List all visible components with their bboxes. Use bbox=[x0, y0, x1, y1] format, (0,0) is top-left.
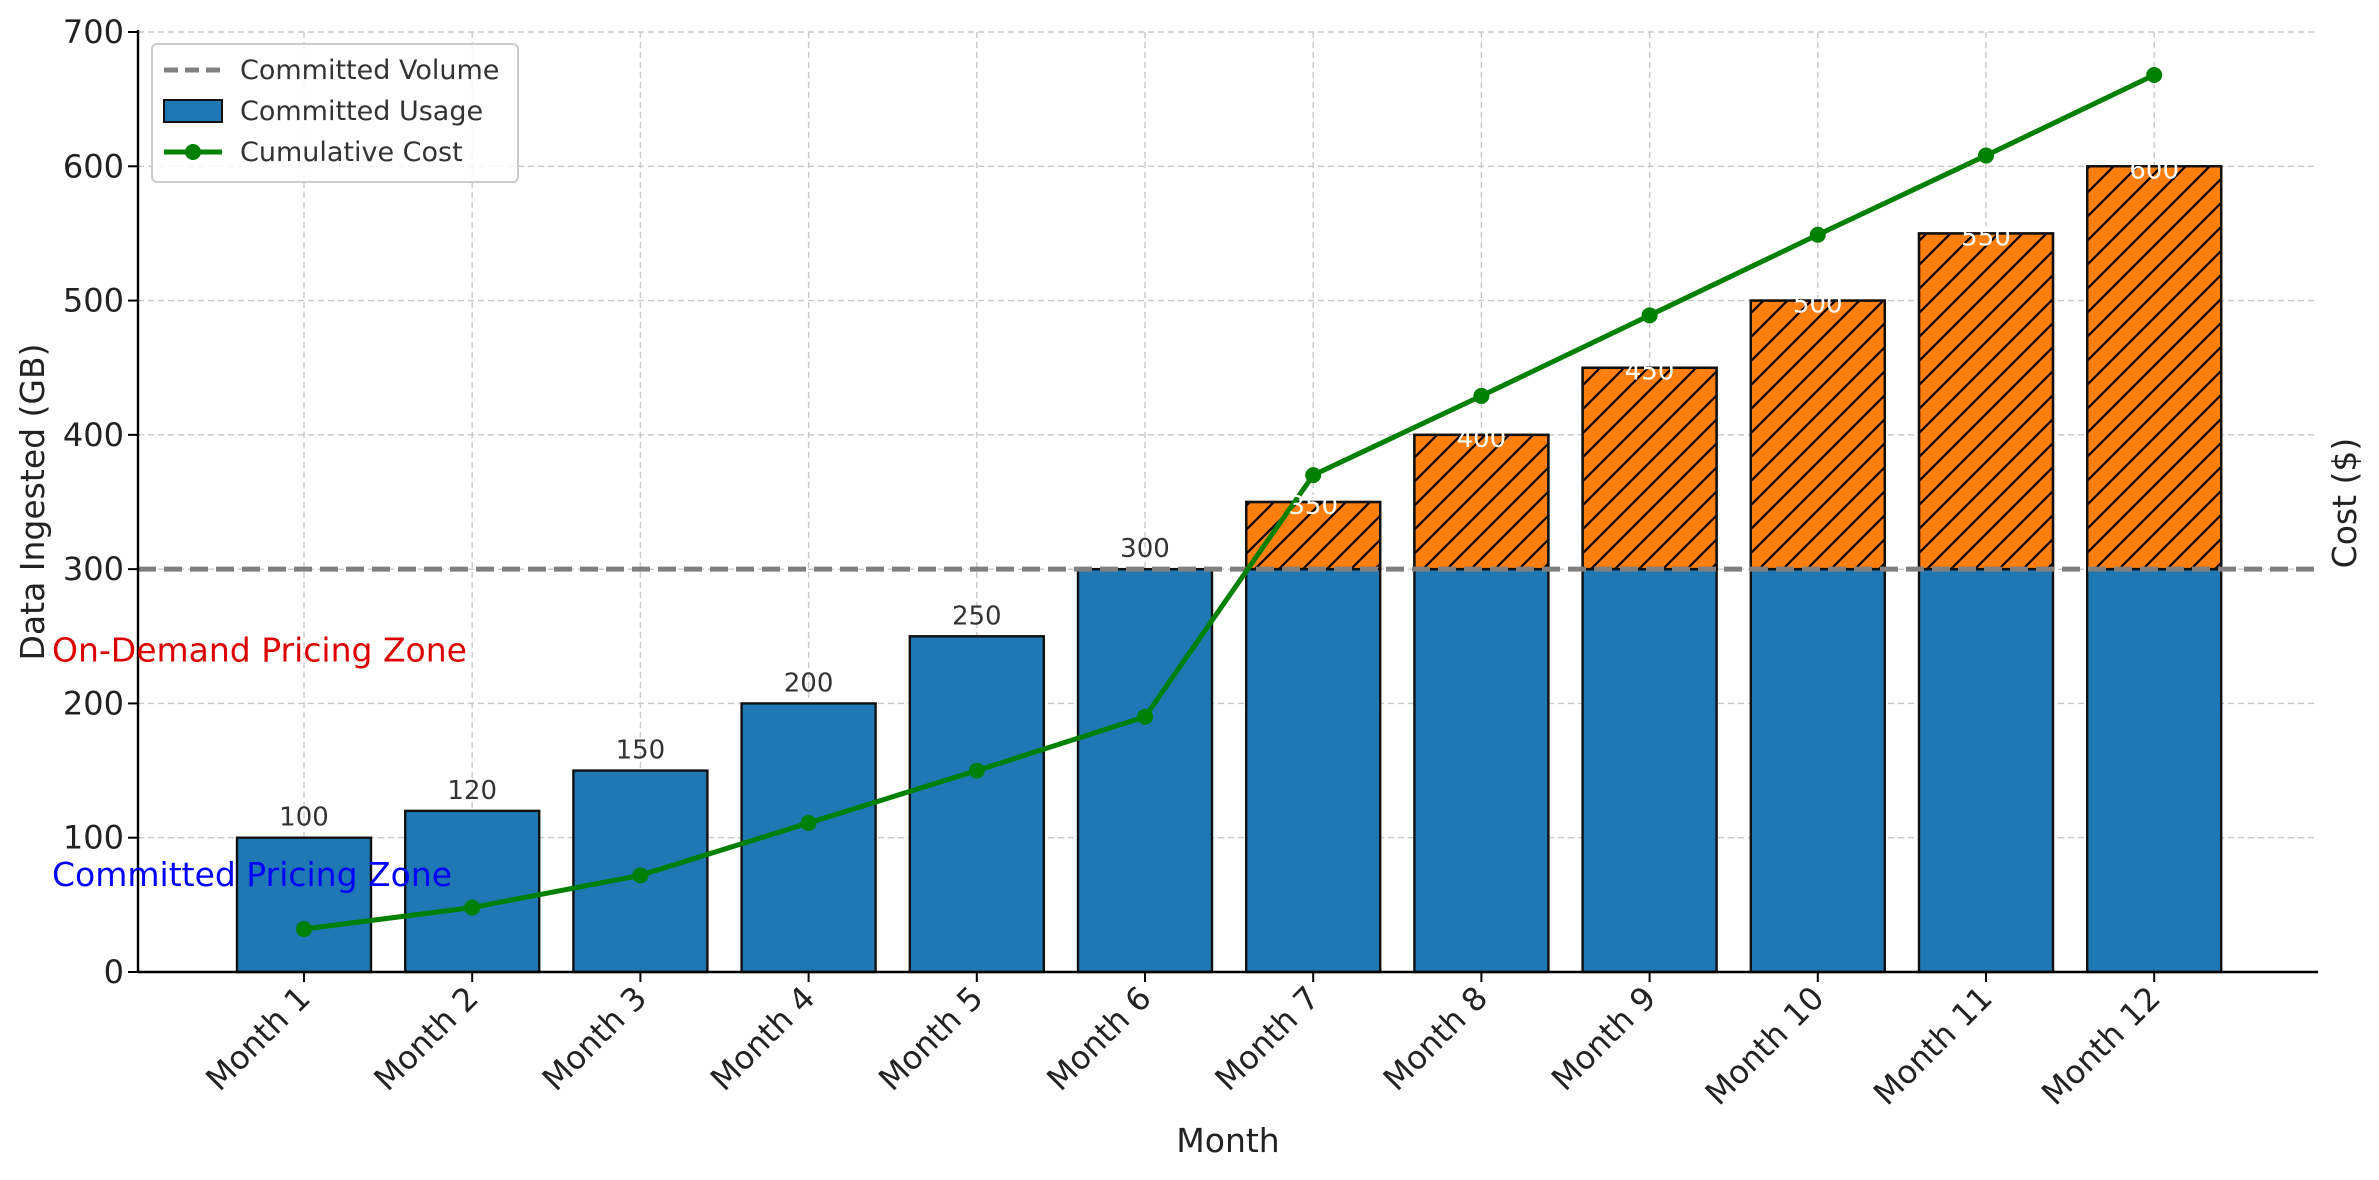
bar-value-label: 550 bbox=[1961, 222, 2011, 252]
bar-value-label: 250 bbox=[952, 601, 1002, 631]
bar-value-label: 100 bbox=[279, 803, 329, 833]
x-tick-label: Month 1 bbox=[198, 979, 317, 1098]
cumulative-cost-point bbox=[2146, 66, 2163, 83]
y-tick-label: 400 bbox=[63, 416, 124, 454]
bar-value-label: 400 bbox=[1457, 424, 1507, 454]
bar-value-label: 120 bbox=[447, 776, 497, 806]
committed-bar bbox=[1749, 567, 1887, 974]
zone-annotation: Committed Pricing Zone bbox=[52, 855, 452, 894]
legend-box bbox=[151, 43, 519, 183]
x-tick-label: Month 5 bbox=[871, 979, 990, 1098]
x-axis-title: Month bbox=[1176, 1121, 1279, 1160]
on-demand-bar-hatch bbox=[1581, 366, 1718, 571]
y-tick-label: 600 bbox=[63, 147, 124, 185]
bar-value-label: 450 bbox=[1625, 357, 1675, 387]
x-tick-label: Month 7 bbox=[1207, 979, 1326, 1098]
legend-swatch-committed-usage bbox=[163, 99, 223, 123]
x-tick-label: Month 8 bbox=[1376, 979, 1495, 1098]
legend-swatch-cumulative-cost-marker bbox=[185, 144, 201, 160]
cumulative-cost-point bbox=[968, 762, 985, 779]
committed-bar bbox=[908, 635, 1045, 974]
committed-bar bbox=[1581, 567, 1718, 974]
cumulative-cost-point bbox=[1809, 226, 1826, 243]
y-tick-label: 0 bbox=[104, 953, 124, 991]
legend-label: Committed Usage bbox=[240, 96, 483, 127]
cumulative-cost-line bbox=[303, 72, 2156, 932]
on-demand-bar-hatch bbox=[1749, 299, 1887, 571]
x-tick-label: Month 12 bbox=[2034, 979, 2168, 1113]
legend-label: Committed Volume bbox=[240, 55, 499, 86]
on-demand-bar-hatch bbox=[2085, 165, 2223, 571]
x-tick-label: Month 4 bbox=[703, 979, 822, 1098]
x-tick-label: Month 10 bbox=[1698, 979, 1832, 1113]
on-demand-bar-hatch bbox=[1413, 433, 1550, 571]
y-tick-label: 200 bbox=[63, 684, 124, 722]
bar-value-label: 300 bbox=[1120, 534, 1170, 564]
cumulative-cost-point bbox=[1641, 307, 1658, 324]
cumulative-cost-point bbox=[296, 921, 312, 938]
on-demand-bar-hatch bbox=[1917, 232, 2055, 571]
bar-value-label: 350 bbox=[1288, 491, 1338, 521]
x-tick-label: Month 11 bbox=[1866, 979, 2000, 1113]
y-tick-label: 700 bbox=[63, 13, 124, 51]
y-axis-title: Data Ingested (GB) bbox=[13, 343, 52, 660]
cumulative-cost-point bbox=[464, 899, 481, 916]
bar-value-label: 600 bbox=[2129, 155, 2179, 185]
cumulative-cost-series bbox=[296, 66, 2163, 938]
annotations: On-Demand Pricing Zone Committed Pricing … bbox=[52, 631, 467, 894]
legend: Committed Volume Committed Usage Cumulativ… bbox=[151, 43, 519, 183]
cumulative-cost-point bbox=[632, 867, 649, 884]
bar-value-label: 500 bbox=[1793, 290, 1843, 320]
committed-bar bbox=[1413, 567, 1550, 974]
cumulative-cost-point bbox=[800, 814, 817, 831]
legend-label: Cumulative Cost bbox=[240, 137, 463, 168]
y-tick-label: 100 bbox=[63, 819, 124, 857]
x-tick-label: Month 9 bbox=[1544, 979, 1663, 1098]
cumulative-cost-point bbox=[1137, 708, 1153, 725]
committed-bar bbox=[1244, 567, 1382, 974]
bar-value-label: 150 bbox=[616, 736, 666, 766]
y-tick-label: 300 bbox=[63, 550, 124, 588]
x-tick-label: Month 3 bbox=[535, 979, 654, 1098]
zone-annotation: On-Demand Pricing Zone bbox=[52, 631, 467, 670]
bars bbox=[235, 165, 2223, 974]
bar-value-labels: 100 120 150 200 250 300 350 400 450 500 550 600 bbox=[279, 155, 2179, 832]
y2-axis-title: Cost ($) bbox=[2325, 438, 2364, 569]
cumulative-cost-point bbox=[1978, 147, 1994, 164]
bar-value-label: 200 bbox=[784, 668, 834, 698]
cumulative-cost-point bbox=[1473, 387, 1490, 404]
x-tick-label: Month 6 bbox=[1039, 979, 1158, 1098]
committed-bar bbox=[1076, 567, 1214, 974]
x-tick-label: Month 2 bbox=[366, 979, 485, 1098]
y-tick-label: 500 bbox=[63, 282, 124, 320]
committed-bar bbox=[2085, 567, 2223, 974]
cumulative-cost-point bbox=[1305, 467, 1322, 484]
committed-bar bbox=[1917, 567, 2055, 974]
